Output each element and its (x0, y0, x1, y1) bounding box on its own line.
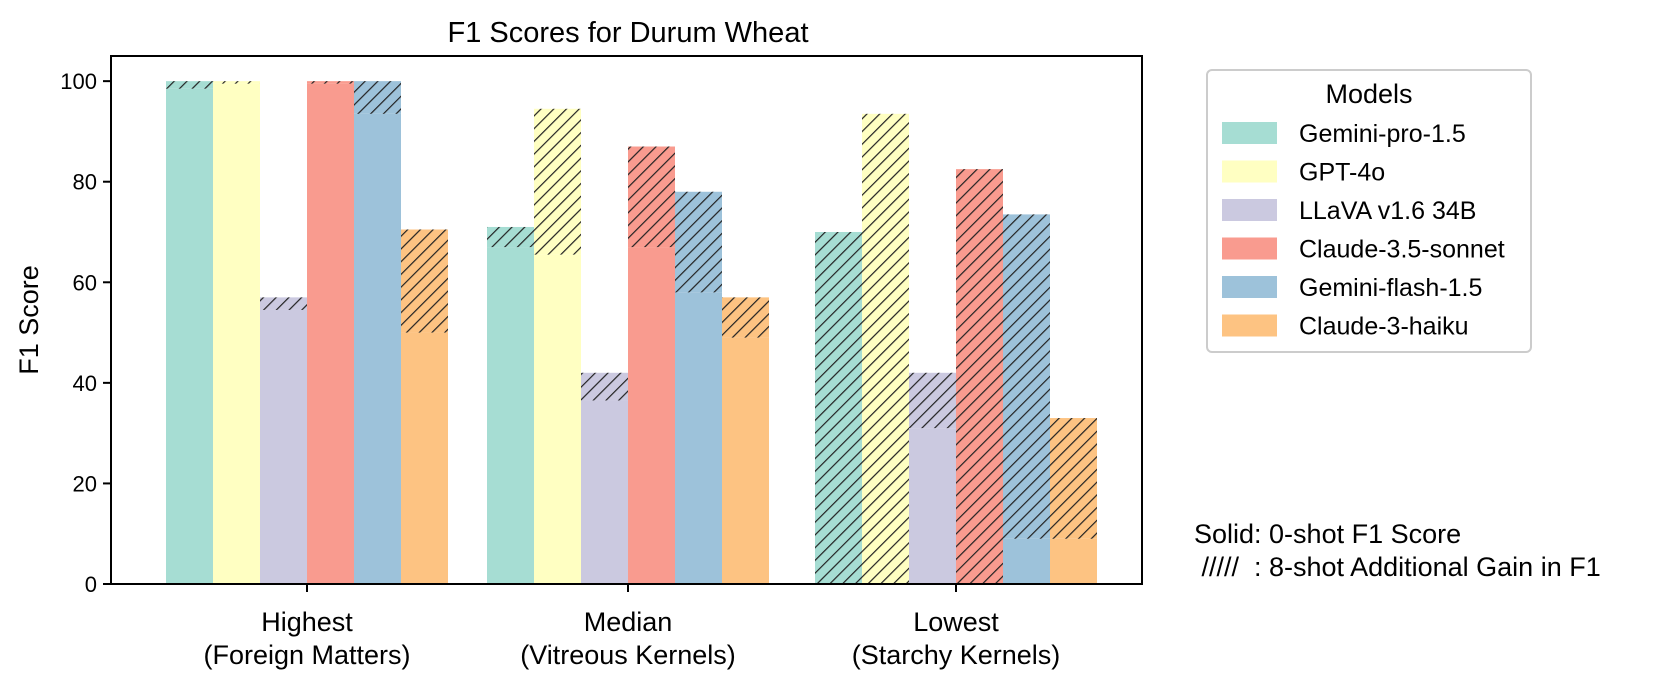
y-tick-label: 80 (73, 170, 97, 195)
bar-zero-shot (487, 247, 534, 585)
bar-eight-shot-gain (534, 108, 581, 255)
bar-zero-shot (354, 113, 401, 584)
bar-eight-shot-gain (354, 81, 401, 114)
legend-label: GPT-4o (1299, 159, 1385, 187)
y-axis: 0 20 40 60 80 100 (60, 69, 111, 597)
bar-zero-shot (909, 428, 956, 584)
y-axis-label: F1 Score (14, 265, 44, 375)
bar-eight-shot-gain (581, 372, 628, 401)
bar-zero-shot (260, 309, 307, 584)
bar-zero-shot (166, 88, 213, 584)
legend: Models Gemini-pro-1.5 GPT-4o LLaVA v1.6 34… (1206, 69, 1532, 353)
legend-label: Claude-3-haiku (1299, 313, 1469, 341)
bar-eight-shot-gain (166, 81, 213, 89)
bar-eight-shot-gain (862, 113, 909, 584)
x-axis: Highest(Foreign Matters) Median(Vitreous … (203, 584, 1060, 670)
chart-title: F1 Scores for Durum Wheat (448, 17, 809, 49)
x-tick-sublabel: (Starchy Kernels) (852, 640, 1061, 670)
y-tick-label: 0 (85, 572, 97, 597)
legend-swatch (1222, 237, 1277, 260)
bar-zero-shot (307, 83, 354, 585)
bar-eight-shot-gain (722, 297, 769, 338)
annotation-hatched: ///// : 8-shot Additional Gain in F1 (1194, 552, 1601, 582)
bar-eight-shot-gain (487, 226, 534, 248)
y-tick-label: 100 (60, 69, 97, 94)
legend-label: Gemini-pro-1.5 (1299, 120, 1466, 148)
bar-eight-shot-gain (675, 191, 722, 293)
y-tick-label: 40 (73, 371, 97, 396)
bar-eight-shot-gain (909, 372, 956, 429)
legend-title: Models (1325, 79, 1412, 109)
bar-eight-shot-gain (1050, 418, 1097, 539)
bar-zero-shot (1003, 538, 1050, 584)
bar-zero-shot (628, 247, 675, 585)
x-tick-label: Median (584, 607, 673, 637)
bar-zero-shot (213, 83, 260, 585)
bar-eight-shot-gain (213, 81, 260, 84)
bar-zero-shot (1050, 538, 1097, 584)
x-tick-label: Lowest (913, 607, 999, 637)
y-tick-label: 20 (73, 471, 97, 496)
bar-zero-shot (722, 337, 769, 584)
x-tick-label: Highest (261, 607, 353, 637)
y-tick-label: 60 (73, 270, 97, 295)
bar-eight-shot-gain (260, 297, 307, 310)
x-tick-sublabel: (Foreign Matters) (203, 640, 410, 670)
legend-label: LLaVA v1.6 34B (1299, 197, 1476, 225)
legend-label: Claude-3.5-sonnet (1299, 236, 1505, 264)
bar-eight-shot-gain (401, 229, 448, 333)
plot-frame (110, 55, 1143, 585)
bar-zero-shot (401, 332, 448, 584)
legend-swatch (1222, 314, 1277, 337)
bar-zero-shot (581, 400, 628, 584)
legend-swatch (1222, 199, 1277, 221)
legend-label: Gemini-flash-1.5 (1299, 274, 1482, 302)
annotation-solid: Solid: 0-shot F1 Score (1194, 519, 1462, 549)
bar-eight-shot-gain (815, 232, 862, 584)
x-tick-sublabel: (Vitreous Kernels) (520, 640, 736, 670)
bar-eight-shot-gain (1003, 214, 1050, 539)
bar-zero-shot (675, 292, 722, 584)
legend-swatch (1222, 160, 1277, 183)
legend-swatch (1222, 122, 1277, 144)
bar-eight-shot-gain (307, 81, 354, 84)
legend-swatch (1222, 276, 1277, 298)
legend-frame (1206, 69, 1532, 353)
bar-eight-shot-gain (956, 169, 1003, 584)
bars-layer (166, 81, 1097, 585)
bar-zero-shot (534, 254, 581, 584)
bar-eight-shot-gain (628, 146, 675, 248)
